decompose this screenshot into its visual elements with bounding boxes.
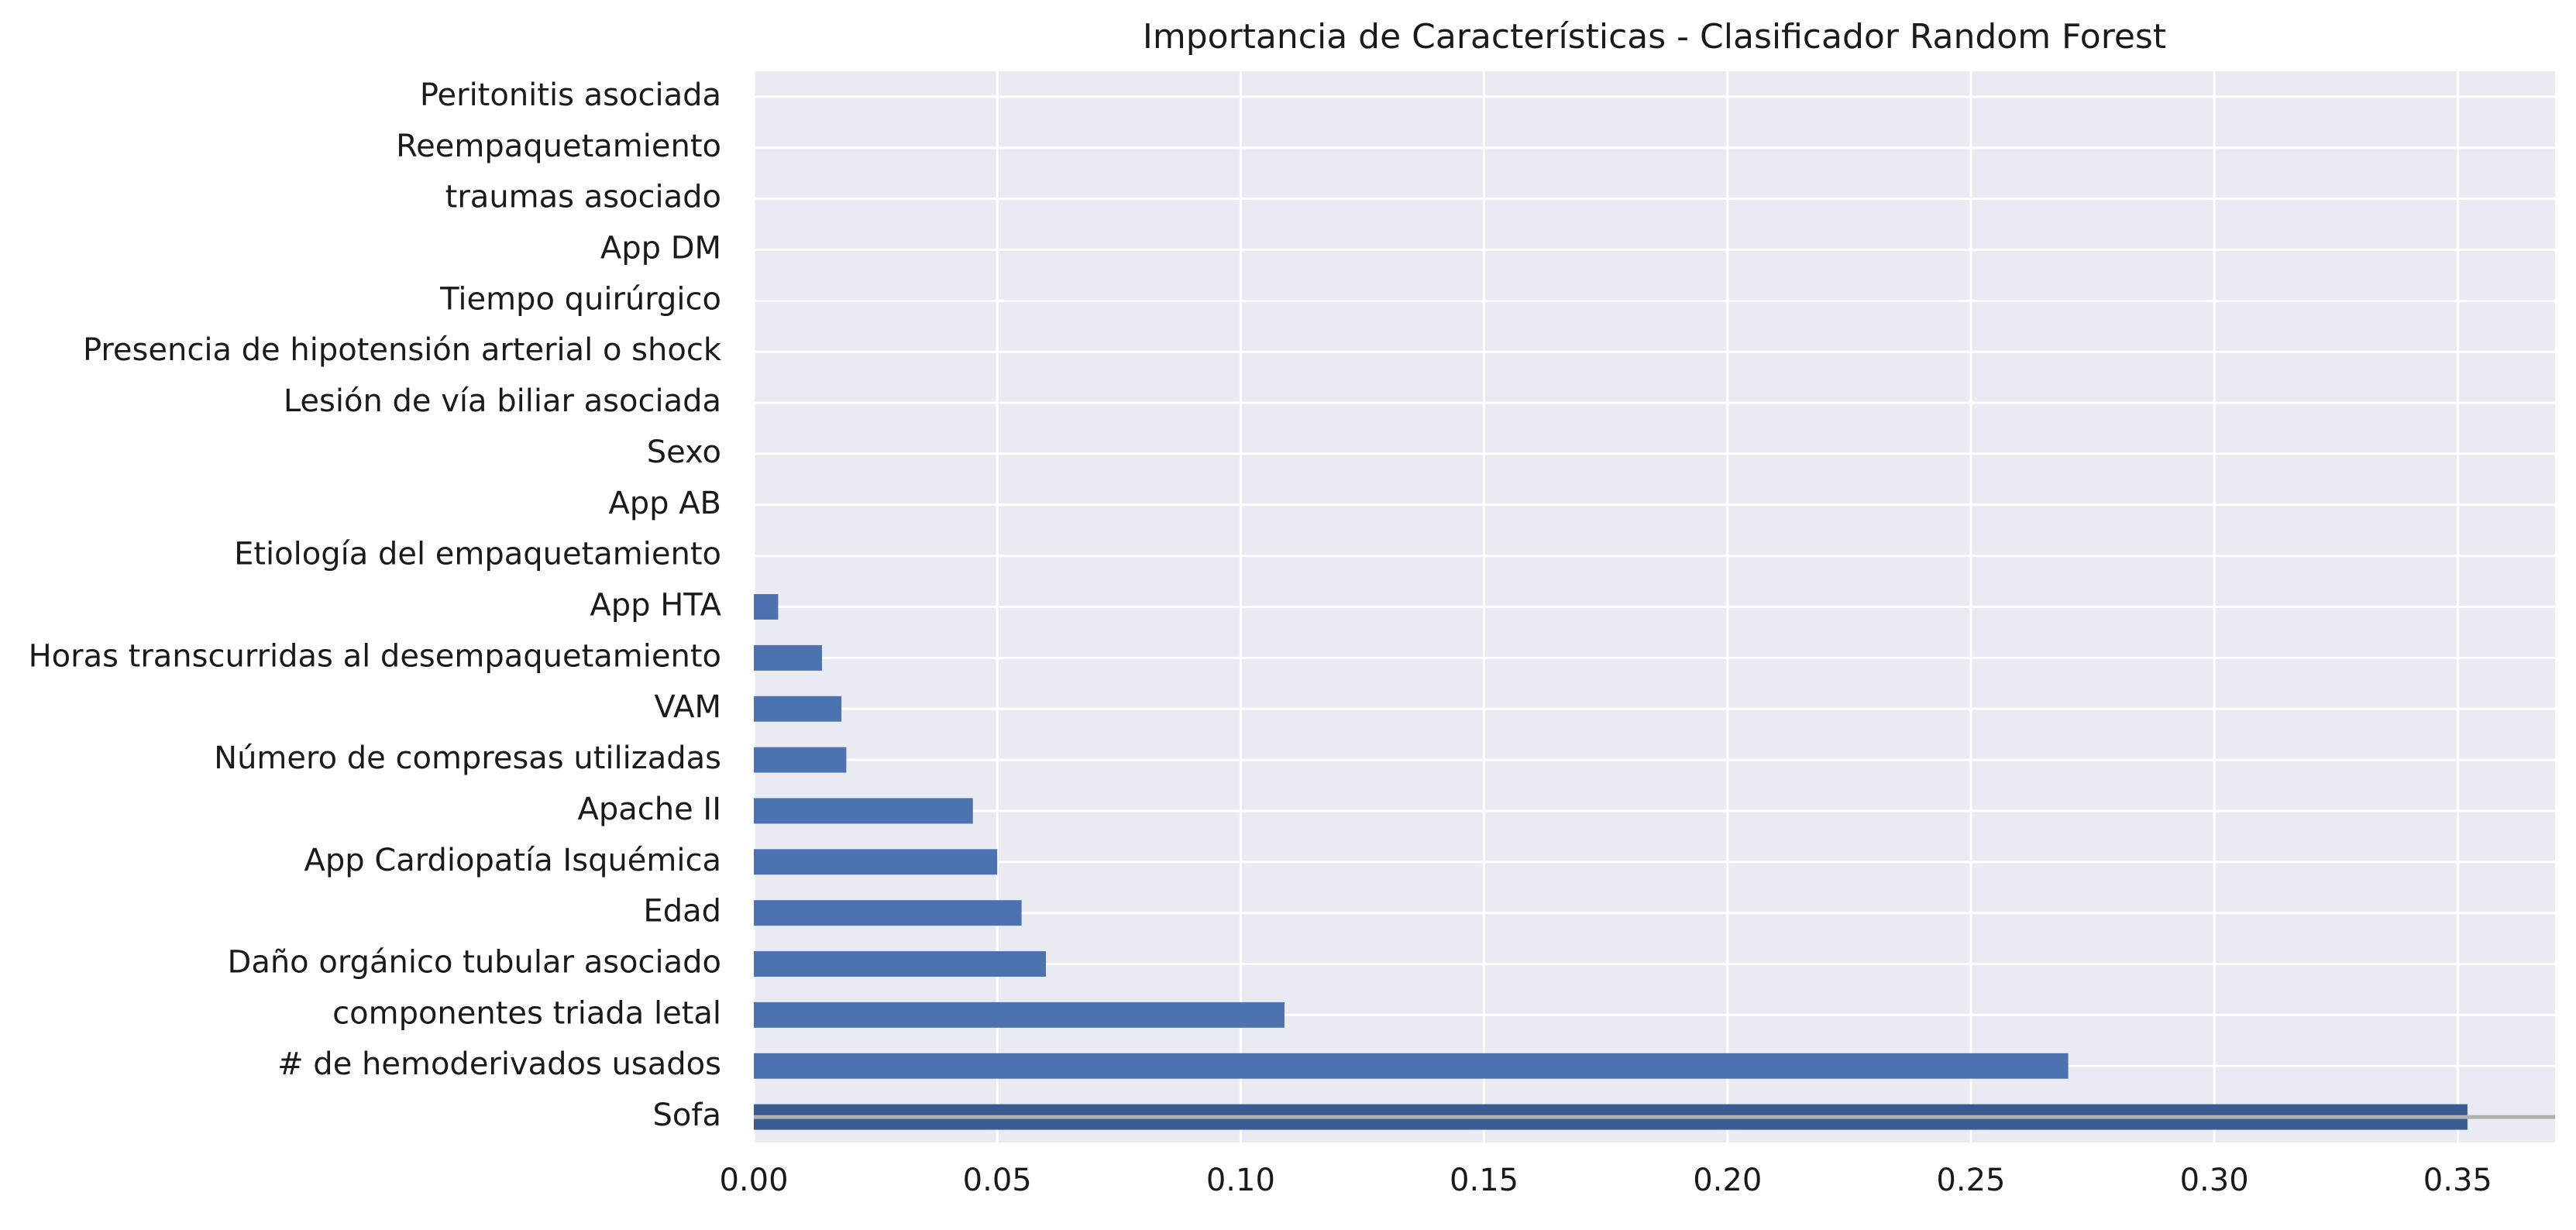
bar [754, 594, 779, 620]
y-tick-label: Sexo [647, 435, 721, 470]
y-tick-label: Edad [643, 894, 721, 929]
x-tick-label: 0.25 [1936, 1163, 2005, 1198]
bar [754, 900, 1022, 926]
x-tick-label: 0.20 [1693, 1163, 1762, 1198]
y-tick-label: App Cardiopatía Isquémica [304, 843, 721, 878]
x-tick-label: 0.10 [1206, 1163, 1275, 1198]
y-tick-label: Sofa [653, 1098, 721, 1133]
x-tick-label: 0.15 [1450, 1163, 1518, 1198]
bar [754, 644, 822, 671]
y-tick-labels: Sofa # de hemoderivados usados componentes… [29, 77, 722, 1133]
y-tick-label: Horas transcurridas al desempaquetamient… [29, 638, 721, 674]
y-tick-label: Lesión de vía biliar asociada [284, 383, 721, 419]
y-tick-label: Presencia de hipotensión arterial o shoc… [83, 332, 722, 368]
bar [754, 696, 842, 722]
bar [754, 849, 998, 875]
y-tick-label: App AB [608, 486, 721, 521]
y-tick-label: Peritonitis asociada [420, 77, 721, 113]
y-tick-label: componentes triada letal [332, 995, 721, 1031]
bar [754, 1053, 2069, 1079]
x-tick-labels: 0.00 0.05 0.10 0.15 0.20 0.25 0.30 0.35 [719, 1163, 2492, 1198]
y-tick-label: Apache II [577, 792, 721, 827]
y-tick-label: App HTA [590, 588, 721, 624]
chart-title: Importancia de Características - Clasifi… [1143, 17, 2166, 57]
bar [754, 951, 1047, 977]
x-tick-label: 0.30 [2180, 1163, 2249, 1198]
y-tick-label: Daño orgánico tubular asociado [228, 945, 721, 981]
y-tick-label: Tiempo quirúrgico [439, 281, 721, 317]
y-tick-label: Reempaquetamiento [396, 129, 721, 164]
y-tick-label: Número de compresas utilizadas [214, 740, 721, 776]
y-tick-label: App DM [600, 231, 721, 266]
y-tick-label: # de hemoderivados usados [277, 1046, 721, 1082]
y-tick-label: Etiología del empaquetamiento [234, 537, 721, 572]
x-tick-label: 0.00 [719, 1163, 788, 1198]
bar [754, 798, 973, 824]
x-tick-label: 0.05 [963, 1163, 1032, 1198]
bar [754, 1002, 1285, 1028]
x-tick-label: 0.35 [2423, 1163, 2492, 1198]
y-tick-label: VAM [654, 689, 721, 725]
bar [754, 747, 847, 773]
y-tick-label: traumas asociado [445, 180, 721, 215]
